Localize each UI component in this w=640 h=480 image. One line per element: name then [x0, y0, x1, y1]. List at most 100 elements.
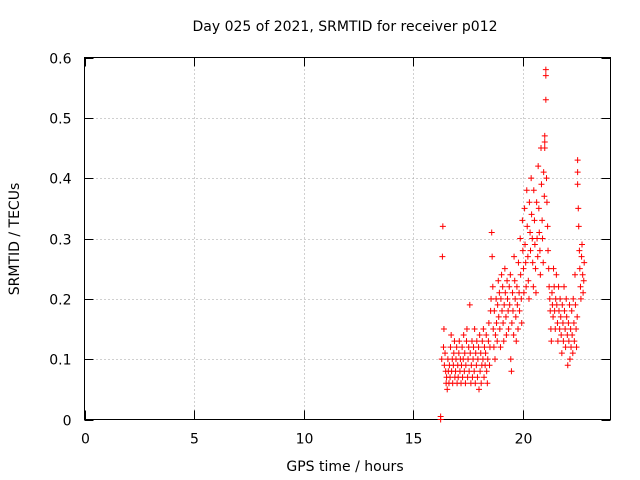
data-point: [450, 350, 457, 357]
data-point: [575, 205, 582, 212]
data-point: [555, 283, 562, 290]
data-point: [553, 271, 560, 278]
data-point: [574, 157, 581, 164]
data-point: [478, 380, 485, 387]
data-point: [515, 259, 522, 266]
data-point: [447, 344, 454, 351]
data-point: [502, 289, 509, 296]
data-point: [506, 283, 513, 290]
data-point: [573, 326, 580, 332]
data-point: [539, 235, 546, 242]
data-point: [541, 132, 548, 139]
data-point: [463, 326, 470, 332]
data-point: [500, 338, 507, 345]
data-point: [495, 277, 502, 284]
data-point: [536, 229, 543, 236]
data-point: [483, 368, 490, 375]
data-point: [448, 332, 455, 339]
data-point: [528, 175, 535, 182]
data-point: [579, 271, 586, 278]
data-point: [542, 96, 549, 103]
data-point: [533, 199, 540, 206]
y-tick-label: 0.5: [49, 112, 71, 128]
data-point: [532, 289, 539, 296]
data-point: [476, 386, 482, 393]
data-point: [509, 289, 516, 296]
data-point: [438, 356, 445, 363]
data-point: [535, 163, 542, 170]
data-point: [525, 295, 532, 302]
data-point: [573, 344, 580, 351]
data-point: [485, 338, 492, 345]
data-point: [514, 301, 521, 308]
data-point: [541, 193, 548, 200]
data-point: [543, 175, 550, 182]
data-point: [570, 319, 577, 326]
data-point: [505, 326, 512, 332]
data-point: [474, 356, 481, 363]
data-point: [571, 271, 578, 278]
data-point: [561, 283, 568, 290]
data-point: [444, 386, 451, 393]
data-point: [473, 362, 480, 369]
data-point: [577, 295, 584, 302]
data-point: [524, 253, 531, 260]
data-point: [483, 332, 490, 339]
data-point: [499, 283, 506, 290]
data-point: [563, 295, 570, 302]
data-point: [507, 271, 514, 278]
data-point: [522, 241, 529, 248]
data-point: [466, 368, 473, 375]
data-point: [484, 356, 491, 363]
data-point: [558, 332, 565, 339]
data-point: [513, 283, 520, 290]
data-point: [515, 326, 522, 332]
data-point: [439, 223, 446, 230]
y-tick-label: 0: [63, 414, 72, 430]
data-point: [535, 205, 542, 212]
data-point: [569, 350, 576, 357]
data-point: [508, 368, 515, 375]
data-point: [489, 283, 496, 290]
data-point: [518, 319, 525, 326]
data-point: [466, 301, 473, 308]
data-point: [461, 350, 468, 357]
data-point: [548, 338, 555, 345]
data-point: [501, 265, 508, 272]
data-point: [494, 338, 501, 345]
data-point: [523, 283, 530, 290]
data-point: [538, 181, 545, 188]
data-point: [526, 199, 533, 206]
data-point: [527, 247, 534, 254]
data-point: [530, 187, 537, 194]
data-point: [581, 259, 588, 266]
data-point: [494, 301, 501, 308]
data-point: [546, 283, 553, 290]
y-tick-label: 0.6: [49, 52, 71, 68]
grid-lines: [84, 57, 611, 420]
data-point: [541, 145, 548, 151]
data-point: [568, 307, 575, 314]
data-point: [540, 169, 547, 176]
data-point: [471, 326, 478, 332]
data-point: [485, 319, 492, 326]
data-point: [570, 295, 577, 302]
data-point: [557, 313, 564, 320]
data-point: [512, 313, 519, 320]
x-tick-label: 0: [81, 432, 90, 448]
data-point: [491, 356, 498, 363]
data-point: [571, 338, 578, 345]
data-point: [473, 338, 480, 345]
data-point: [576, 265, 583, 272]
data-point: [567, 326, 574, 332]
data-point: [492, 332, 499, 339]
data-point: [506, 301, 513, 308]
data-point: [459, 344, 466, 351]
y-axis-ticks: 0 0.1 0.2 0.3 0.4 0.5 0.6: [49, 52, 611, 430]
data-point: [528, 211, 535, 218]
data-point: [439, 253, 446, 260]
y-tick-label: 0.3: [49, 233, 71, 249]
data-point: [491, 307, 498, 314]
data-point: [542, 66, 549, 73]
